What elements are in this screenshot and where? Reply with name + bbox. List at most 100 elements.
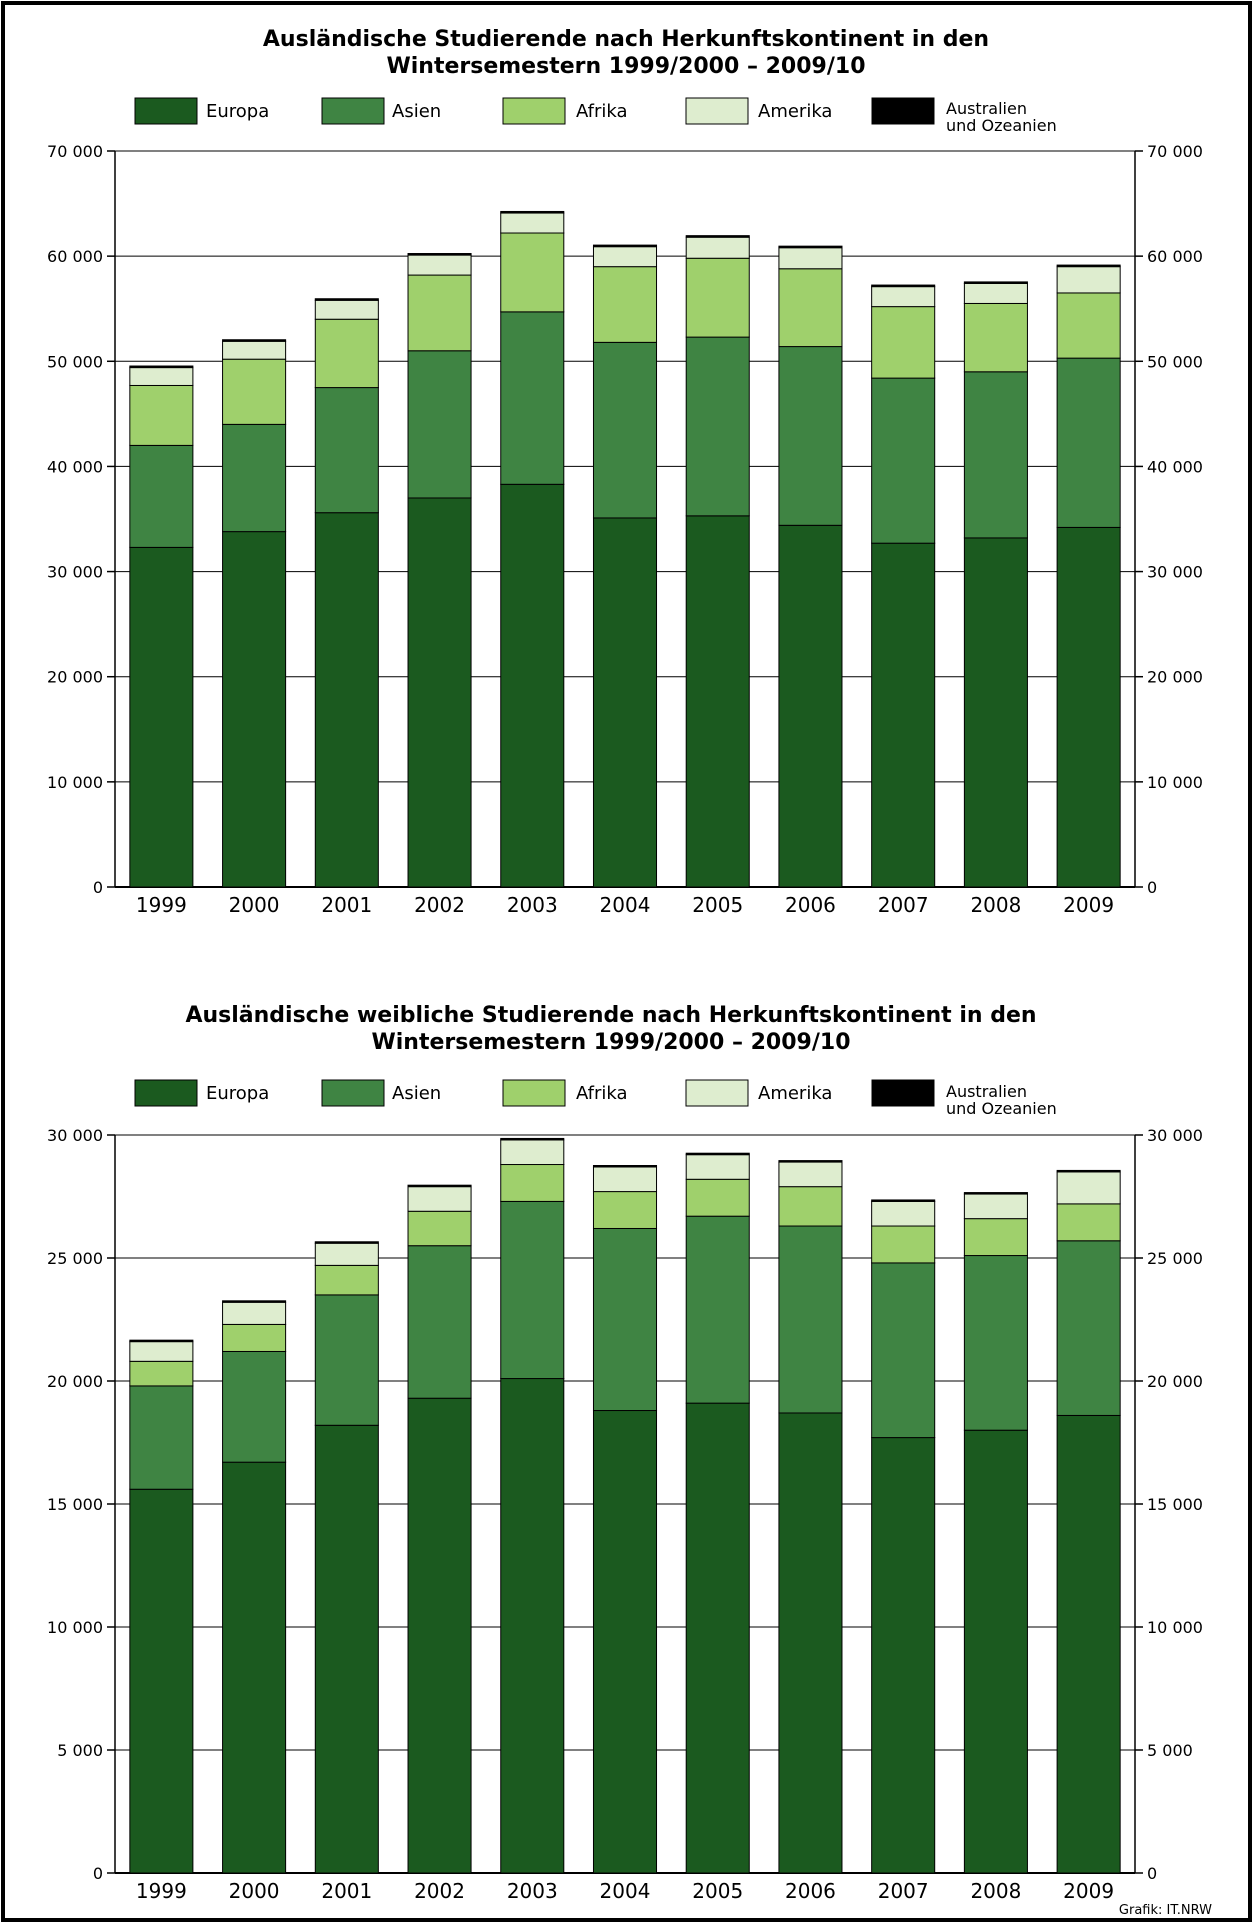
bar-segment-australien — [222, 339, 287, 342]
bar-segment-europa — [407, 497, 472, 888]
legend-label-asien: Asien — [392, 101, 441, 122]
legend-swatch-europa — [134, 1079, 198, 1107]
legend-swatch-europa — [134, 97, 198, 125]
bar-segment-europa — [871, 1437, 936, 1874]
legend-swatch-afrika — [502, 97, 566, 125]
bar-segment-amerika — [500, 212, 565, 234]
bar-segment-asien — [963, 1255, 1028, 1431]
credit-text: Grafik: IT.NRW — [1119, 1903, 1212, 1918]
bar-segment-afrika — [129, 384, 194, 446]
bar-segment-afrika — [129, 1360, 194, 1387]
bar-segment-australien — [1056, 264, 1121, 268]
bar-segment-afrika — [963, 1218, 1028, 1257]
y-tick-label-right: 25 000 — [1147, 1249, 1203, 1268]
y-tick-label-right: 20 000 — [1147, 1372, 1203, 1391]
bar-segment-amerika — [500, 1139, 565, 1166]
y-tick-label-right: 20 000 — [1147, 668, 1203, 687]
y-tick-label-left: 25 000 — [47, 1249, 103, 1268]
bar-segment-asien — [129, 1385, 194, 1490]
bar-segment-amerika — [129, 367, 194, 386]
x-tick-label: 2003 — [507, 893, 558, 917]
bar-segment-asien — [963, 371, 1028, 539]
bar-segment-europa — [1056, 1414, 1121, 1874]
bar-segment-australien — [592, 1165, 658, 1168]
bar-segment-afrika — [778, 1186, 843, 1227]
y-tick-label-left: 50 000 — [47, 352, 103, 371]
bar-segment-europa — [778, 1412, 843, 1874]
bar-segment-asien — [685, 336, 750, 517]
chart2-title-line1: Ausländische weibliche Studierende nach … — [185, 1003, 1036, 1028]
y-tick-label-left: 30 000 — [47, 563, 103, 582]
bar-segment-asien — [778, 346, 843, 526]
y-tick-label-left: 10 000 — [47, 773, 103, 792]
bar-segment-amerika — [592, 1166, 658, 1193]
x-tick-label: 2006 — [785, 1879, 836, 1903]
bar-segment-afrika — [1056, 1203, 1121, 1242]
bar-segment-asien — [1056, 357, 1121, 528]
bar-segment-asien — [314, 387, 379, 514]
bar-segment-europa — [500, 483, 565, 888]
chart-female-students: Ausländische weibliche Studierende nach … — [47, 1003, 1203, 1903]
x-tick-label: 2004 — [600, 1879, 651, 1903]
bar-segment-australien — [592, 244, 658, 248]
bar-segment-amerika — [407, 254, 472, 276]
bar-segment-amerika — [592, 246, 658, 268]
bar-segment-australien — [222, 1300, 287, 1303]
legend-label-australien-line2: und Ozeanien — [946, 1099, 1057, 1118]
x-tick-label: 2002 — [414, 1879, 465, 1903]
legend-label-europa: Europa — [206, 101, 269, 122]
x-tick-label: 2006 — [785, 893, 836, 917]
legend-label-amerika: Amerika — [758, 101, 832, 122]
bar-segment-asien — [500, 1200, 565, 1380]
bar-segment-afrika — [685, 1178, 750, 1217]
x-tick-label: 2005 — [692, 1879, 743, 1903]
x-tick-label: 2002 — [414, 893, 465, 917]
y-tick-label-left: 20 000 — [47, 1372, 103, 1391]
bar-segment-europa — [963, 537, 1028, 888]
legend-label-australien-line1: Australien — [946, 99, 1027, 118]
bar-segment-afrika — [592, 1191, 658, 1229]
bar-segment-amerika — [129, 1341, 194, 1362]
bar-segment-amerika — [778, 1161, 843, 1188]
bar-segment-europa — [314, 1424, 379, 1874]
bar-segment-australien — [778, 245, 843, 249]
legend-label-afrika: Afrika — [576, 101, 628, 122]
x-tick-label: 2003 — [507, 1879, 558, 1903]
bar-segment-australien — [500, 210, 565, 214]
y-tick-label-right: 40 000 — [1147, 457, 1203, 476]
x-tick-label: 2009 — [1063, 893, 1114, 917]
y-tick-label-left: 0 — [93, 878, 103, 897]
bar-segment-asien — [407, 1245, 472, 1399]
bar-segment-afrika — [314, 318, 379, 389]
legend-swatch-asien — [321, 1079, 385, 1107]
bar-segment-amerika — [963, 1193, 1028, 1220]
bar-segment-australien — [1056, 1169, 1121, 1173]
x-tick-label: 2001 — [321, 893, 372, 917]
chart1-title-line1: Ausländische Studierende nach Herkunftsk… — [263, 27, 989, 52]
bar-segment-afrika — [871, 306, 936, 379]
bar-segment-amerika — [685, 236, 750, 259]
bar-segment-australien — [129, 1339, 194, 1343]
y-tick-label-right: 30 000 — [1147, 1126, 1203, 1145]
bar-segment-australien — [685, 1152, 750, 1156]
bar-segment-europa — [592, 517, 658, 888]
bar-segment-europa — [685, 515, 750, 888]
bar-segment-asien — [871, 1262, 936, 1439]
bar-segment-afrika — [407, 274, 472, 352]
y-tick-label-left: 70 000 — [47, 142, 103, 161]
y-tick-label-right: 50 000 — [1147, 352, 1203, 371]
legend-swatch-asien — [321, 97, 385, 125]
bar-segment-amerika — [314, 1242, 379, 1266]
bar-segment-asien — [1056, 1240, 1121, 1416]
x-tick-label: 2000 — [229, 893, 280, 917]
legend-label-afrika: Afrika — [576, 1083, 628, 1104]
legend-swatch-amerika — [685, 1079, 749, 1107]
bar-segment-europa — [129, 546, 194, 888]
bar-segment-amerika — [963, 282, 1028, 304]
legend-swatch-australien — [871, 97, 935, 125]
bar-segment-amerika — [314, 299, 379, 320]
bar-segment-australien — [314, 298, 379, 301]
y-tick-label-right: 30 000 — [1147, 563, 1203, 582]
